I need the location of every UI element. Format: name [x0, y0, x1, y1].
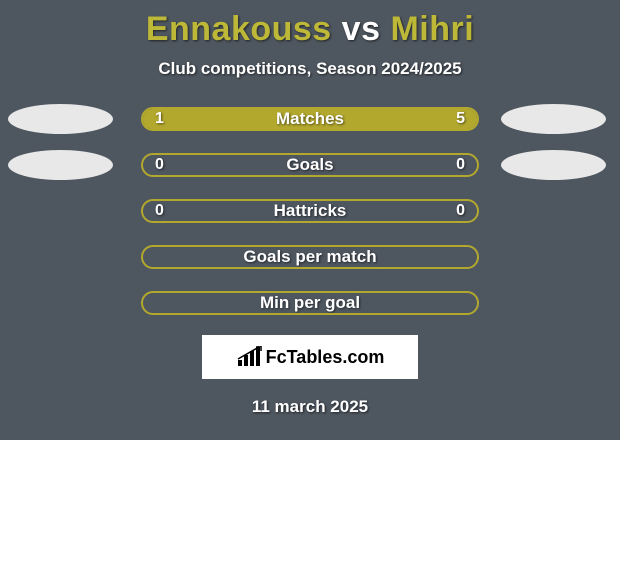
left-team-ellipse: [8, 150, 113, 180]
right-team-ellipse: [501, 104, 606, 134]
stat-row: 0 Hattricks 0: [0, 199, 620, 223]
comparison-card: Ennakouss vs Mihri Club competitions, Se…: [0, 0, 620, 440]
left-value: 0: [155, 153, 164, 177]
stat-label: Goals per match: [243, 245, 376, 269]
right-value: 5: [456, 107, 465, 131]
left-value: 1: [155, 107, 164, 131]
bar-fill-left: [143, 109, 199, 129]
stat-row: 1 Matches 5: [0, 107, 620, 131]
stat-label: Matches: [276, 107, 344, 131]
date-text: 11 march 2025: [0, 397, 620, 417]
stat-row: Min per goal: [0, 291, 620, 315]
left-team-ellipse: [8, 104, 113, 134]
stat-rows: 1 Matches 5 0 Goals 0 0 Hattri: [0, 107, 620, 315]
left-value: 0: [155, 199, 164, 223]
stat-bar: 0 Hattricks 0: [141, 199, 479, 223]
player2-name: Mihri: [390, 10, 474, 48]
page-title: Ennakouss vs Mihri: [0, 10, 620, 49]
right-team-ellipse: [501, 150, 606, 180]
right-value: 0: [456, 153, 465, 177]
stat-label: Hattricks: [274, 199, 347, 223]
bar-chart-icon: [236, 346, 262, 368]
fctables-logo[interactable]: FcTables.com: [202, 335, 418, 379]
stat-row: 0 Goals 0: [0, 153, 620, 177]
stat-bar: 1 Matches 5: [141, 107, 479, 131]
subtitle: Club competitions, Season 2024/2025: [0, 59, 620, 79]
stat-bar: 0 Goals 0: [141, 153, 479, 177]
vs-text: vs: [342, 10, 381, 48]
stat-bar: Min per goal: [141, 291, 479, 315]
logo-text: FcTables.com: [266, 347, 385, 368]
stat-row: Goals per match: [0, 245, 620, 269]
player1-name: Ennakouss: [146, 10, 332, 48]
stat-label: Min per goal: [260, 291, 360, 315]
right-value: 0: [456, 199, 465, 223]
stat-bar: Goals per match: [141, 245, 479, 269]
stat-label: Goals: [286, 153, 333, 177]
